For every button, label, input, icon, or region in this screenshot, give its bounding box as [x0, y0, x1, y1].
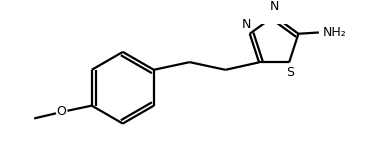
Text: NH₂: NH₂ [323, 26, 346, 39]
Text: N: N [269, 0, 279, 13]
Text: N: N [242, 18, 251, 31]
Text: O: O [56, 105, 66, 118]
Text: S: S [286, 66, 294, 79]
